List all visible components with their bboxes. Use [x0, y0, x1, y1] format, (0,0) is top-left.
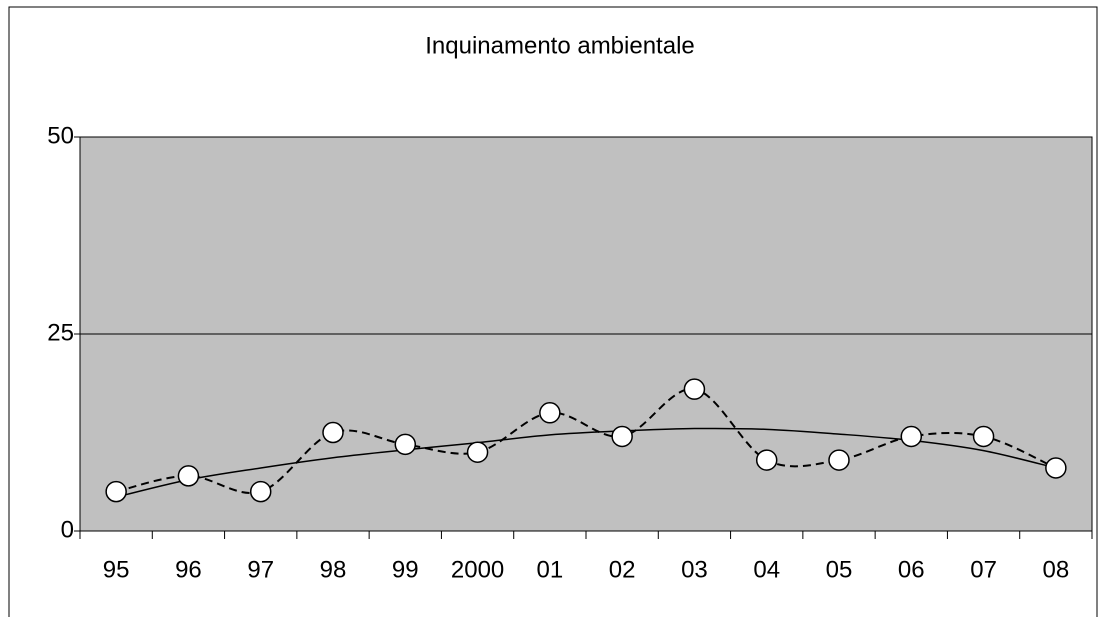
- marker: [828, 449, 850, 471]
- chart-title: Inquinamento ambientale: [425, 32, 695, 59]
- x-tick-label: 05: [826, 556, 853, 583]
- chart-border: [8, 6, 1098, 617]
- marker: [683, 378, 706, 400]
- x-tick-label: 04: [753, 556, 780, 583]
- x-tick-label: 95: [103, 556, 130, 583]
- marker: [539, 402, 561, 424]
- marker: [755, 449, 778, 471]
- marker: [249, 480, 272, 503]
- marker: [900, 425, 923, 448]
- x-tick-label: 02: [609, 556, 636, 583]
- y-tick-label: 25: [47, 319, 74, 346]
- marker: [322, 421, 344, 444]
- marker: [177, 465, 200, 487]
- marker: [972, 425, 995, 448]
- x-tick-label: 2000: [451, 556, 504, 583]
- x-tick-label: 07: [970, 556, 997, 583]
- marker: [394, 433, 417, 456]
- y-tick-label: 0: [61, 516, 74, 543]
- x-tick-label: 99: [392, 556, 419, 583]
- marker: [105, 480, 127, 503]
- marker: [1045, 457, 1067, 479]
- marker: [466, 441, 489, 463]
- y-tick-label: 50: [47, 122, 74, 149]
- x-tick-label: 08: [1043, 556, 1070, 583]
- x-tick-label: 96: [175, 556, 202, 583]
- x-tick-label: 03: [681, 556, 708, 583]
- x-tick-label: 01: [537, 556, 564, 583]
- x-tick-label: 98: [320, 556, 347, 583]
- marker: [611, 425, 633, 448]
- x-tick-label: 97: [247, 556, 274, 583]
- x-tick-label: 06: [898, 556, 925, 583]
